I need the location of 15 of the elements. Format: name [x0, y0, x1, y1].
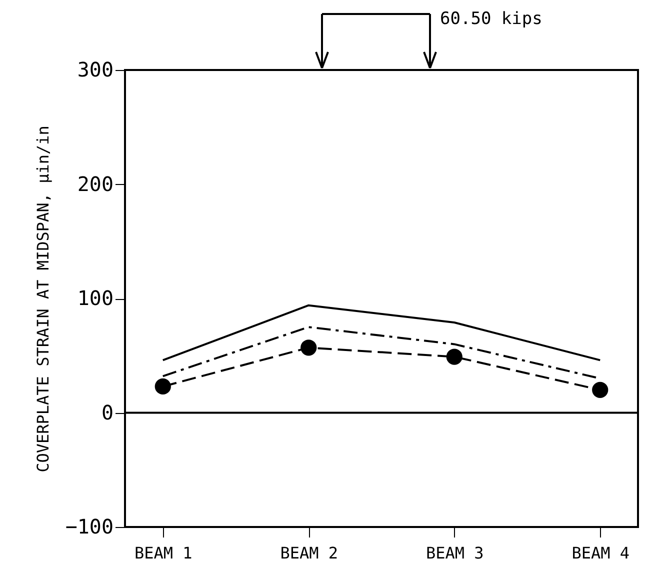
y-tick-label: 200 — [77, 172, 114, 196]
x-tick-label: BEAM 2 — [280, 544, 338, 562]
y-tick-label: −100 — [65, 514, 114, 538]
point — [592, 382, 608, 398]
text: 60.50 kips — [440, 9, 542, 29]
x-tick-label: BEAM 1 — [134, 544, 192, 562]
point — [300, 340, 317, 356]
point — [154, 378, 171, 395]
y-tick-label: 100 — [77, 286, 114, 310]
y-tick-label: 0 — [101, 400, 114, 424]
y-tick-label: 300 — [77, 58, 114, 82]
x-tick-label: BEAM 4 — [572, 544, 630, 562]
y-axis-title: COVERPLATE STRAIN AT MIDSPAN, μin/in — [33, 126, 52, 472]
point — [446, 348, 462, 365]
x-tick-label: BEAM 3 — [426, 544, 484, 562]
